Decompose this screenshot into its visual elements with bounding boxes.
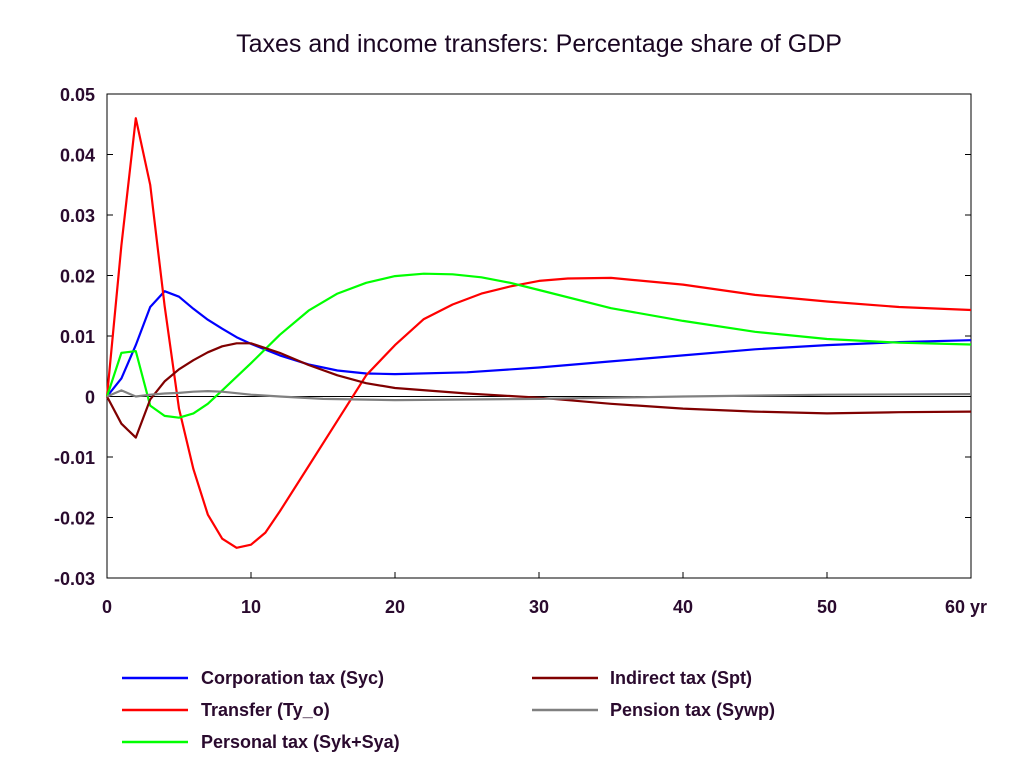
y-tick-label: 0 — [85, 388, 95, 408]
y-tick-label: -0.02 — [54, 509, 95, 529]
y-tick-label: -0.03 — [54, 569, 95, 589]
y-tick-label: 0.01 — [60, 327, 95, 347]
series-line-3 — [106, 342, 972, 439]
x-tick-label: 50 — [817, 597, 837, 617]
y-tick-label: 0.03 — [60, 206, 95, 226]
x-tick-label: 30 — [529, 597, 549, 617]
legend-label-4: Pension tax (Sywp) — [610, 700, 775, 720]
legend-label-1: Transfer (Ty_o) — [201, 700, 330, 720]
chart-title: Taxes and income transfers: Percentage s… — [236, 30, 842, 58]
series-line-4 — [106, 389, 972, 402]
legend: Corporation tax (Syc) Transfer (Ty_o) Pers… — [122, 668, 775, 752]
legend-label-3: Indirect tax (Spt) — [610, 668, 752, 688]
x-tick-label: 60 yr — [945, 597, 987, 617]
x-tick-label: 10 — [241, 597, 261, 617]
legend-label-0: Corporation tax (Syc) — [201, 668, 384, 688]
x-tick-label: 40 — [673, 597, 693, 617]
y-tick-label: -0.01 — [54, 448, 95, 468]
x-tick-label: 0 — [102, 597, 112, 617]
x-tick-label: 20 — [385, 597, 405, 617]
y-tick-label: 0.05 — [60, 85, 95, 105]
y-tick-label: 0.04 — [60, 146, 95, 166]
legend-label-2: Personal tax (Syk+Sya) — [201, 732, 400, 752]
series-line-2 — [105, 272, 972, 419]
series-line-1 — [105, 117, 972, 549]
series-lines — [105, 117, 972, 549]
y-tick-label: 0.02 — [60, 267, 95, 287]
axis-ticks: 0.05 0.04 0.03 0.02 0.01 0 -0.01 -0.02 -0.03 0 10 2… — [54, 85, 987, 617]
